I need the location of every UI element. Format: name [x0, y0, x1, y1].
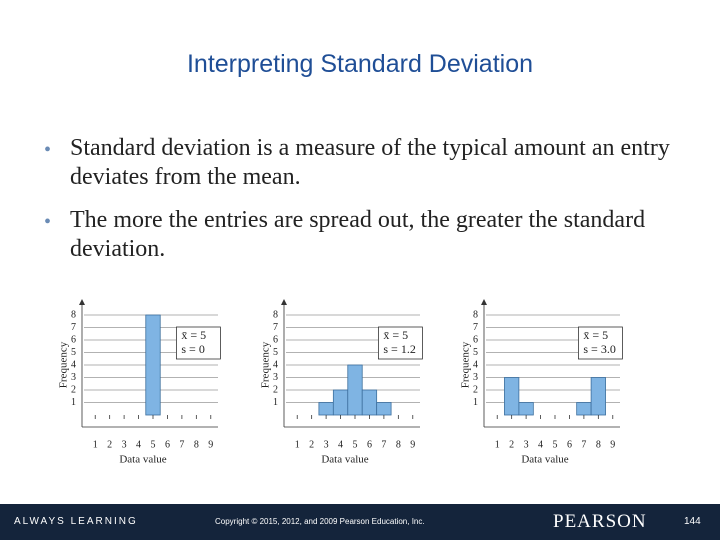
x-tick-label: 4 — [338, 439, 343, 450]
bullet: Standard deviation is a measure of the t… — [70, 135, 670, 190]
x-tick-label: 6 — [367, 439, 372, 450]
y-tick-label: 6 — [473, 334, 478, 345]
page-number: 144 — [684, 516, 701, 527]
x-tick-label: 7 — [179, 439, 184, 450]
bullet-dot: • — [44, 211, 52, 233]
x-tick-label: 2 — [107, 439, 112, 450]
x-tick-label: 1 — [295, 439, 300, 450]
x-tick-label: 9 — [410, 439, 415, 450]
y-tick-label: 3 — [473, 372, 478, 383]
x-tick-label: 8 — [596, 439, 601, 450]
y-axis-label: Frequency — [460, 341, 472, 388]
tagline: ALWAYS LEARNING — [14, 516, 138, 527]
bullet: The more the entries are spread out, the… — [70, 207, 646, 262]
footer: ALWAYS LEARNING Copyright © 2015, 2012, … — [0, 504, 720, 540]
bar — [576, 402, 592, 416]
y-axis-arrow — [79, 299, 85, 305]
x-tick-label: 5 — [553, 439, 558, 450]
bar — [376, 402, 392, 416]
y-axis-label: Frequency — [260, 341, 272, 388]
y-tick-label: 5 — [473, 347, 478, 358]
y-tick-label: 5 — [273, 347, 278, 358]
x-tick-label: 4 — [136, 439, 141, 450]
y-axis-arrow — [281, 299, 287, 305]
x-tick-label: 5 — [151, 439, 156, 450]
y-tick-label: 2 — [71, 384, 76, 395]
y-tick-label: 7 — [273, 322, 278, 333]
x-tick-label: 4 — [538, 439, 543, 450]
y-tick-label: 7 — [71, 322, 76, 333]
annotation: s = 0 — [181, 342, 204, 356]
y-tick-label: 2 — [473, 384, 478, 395]
y-tick-label: 2 — [273, 384, 278, 395]
bar — [145, 314, 161, 416]
y-axis-arrow — [481, 299, 487, 305]
x-tick-label: 3 — [324, 439, 329, 450]
x-tick-label: 1 — [93, 439, 98, 450]
annotation: s = 1.2 — [383, 342, 415, 356]
y-tick-label: 1 — [273, 397, 278, 408]
bar — [347, 364, 363, 416]
y-tick-label: 7 — [473, 322, 478, 333]
x-tick-label: 9 — [208, 439, 213, 450]
y-tick-label: 8 — [473, 309, 478, 320]
annotation: x̄ = 5 — [583, 328, 608, 342]
bar — [504, 377, 520, 416]
y-tick-label: 4 — [273, 359, 278, 370]
x-tick-label: 9 — [610, 439, 615, 450]
brand: PEARSON — [553, 511, 647, 532]
x-axis-label: Data value — [321, 454, 368, 466]
y-tick-label: 4 — [473, 359, 478, 370]
y-tick-label: 1 — [71, 397, 76, 408]
y-tick-label: 6 — [273, 334, 278, 345]
bar — [318, 402, 334, 416]
y-tick-label: 5 — [71, 347, 76, 358]
bar — [361, 389, 378, 416]
annotation-box — [377, 326, 423, 360]
bar — [518, 402, 534, 416]
bar — [332, 389, 349, 416]
y-tick-label: 4 — [71, 359, 76, 370]
x-tick-label: 3 — [122, 439, 127, 450]
y-tick-label: 8 — [71, 309, 76, 320]
y-tick-label: 6 — [71, 334, 76, 345]
y-axis-label: Frequency — [58, 341, 70, 388]
x-tick-label: 8 — [194, 439, 199, 450]
annotation: s = 3.0 — [583, 342, 615, 356]
x-tick-label: 8 — [396, 439, 401, 450]
x-tick-label: 5 — [353, 439, 358, 450]
y-tick-label: 3 — [273, 372, 278, 383]
copyright: Copyright © 2015, 2012, and 2009 Pearson… — [215, 517, 425, 526]
y-tick-label: 1 — [473, 397, 478, 408]
annotation-box — [578, 326, 623, 360]
x-tick-label: 6 — [165, 439, 170, 450]
x-tick-label: 2 — [309, 439, 314, 450]
x-tick-label: 7 — [381, 439, 386, 450]
x-axis-label: Data value — [521, 454, 568, 466]
x-axis-label: Data value — [119, 454, 166, 466]
y-tick-label: 3 — [71, 372, 76, 383]
annotation-box — [175, 326, 221, 360]
x-tick-label: 7 — [581, 439, 586, 450]
x-tick-label: 2 — [509, 439, 514, 450]
bar — [590, 377, 606, 416]
annotation: x̄ = 5 — [383, 328, 408, 342]
x-tick-label: 6 — [567, 439, 572, 450]
y-tick-label: 8 — [273, 309, 278, 320]
annotation: x̄ = 5 — [181, 328, 206, 342]
bullet-dot: • — [44, 139, 52, 161]
x-tick-label: 3 — [524, 439, 529, 450]
x-tick-label: 1 — [495, 439, 500, 450]
slide-title: Interpreting Standard Deviation — [186, 50, 534, 78]
